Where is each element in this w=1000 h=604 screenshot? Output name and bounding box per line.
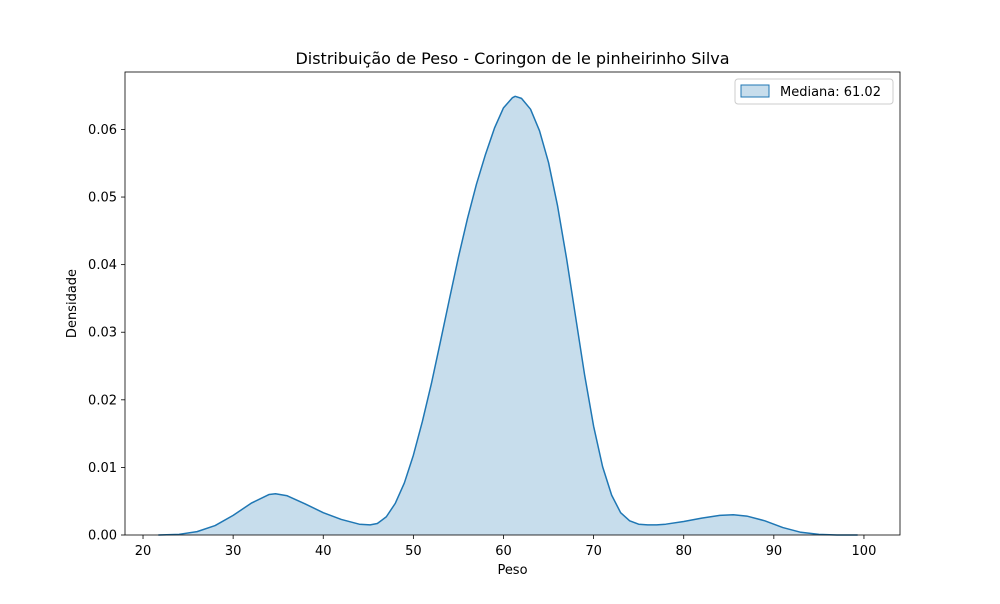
density-curve [158, 95, 858, 536]
y-tick-label: 0.04 [88, 258, 117, 273]
y-tick-label: 0.00 [88, 529, 117, 544]
y-tick-label: 0.02 [88, 393, 117, 408]
x-tick-label: 100 [852, 544, 877, 559]
axes-frame [124, 71, 901, 536]
x-axis-ticks: 20 30 40 50 60 70 80 90 100 [135, 535, 877, 559]
y-tick-label: 0.06 [88, 123, 117, 138]
x-tick-label: 30 [225, 544, 242, 559]
plot-area [158, 95, 858, 536]
x-tick-label: 80 [675, 544, 692, 559]
x-tick-label: 50 [405, 544, 422, 559]
x-tick-label: 20 [135, 544, 152, 559]
x-tick-label: 40 [315, 544, 332, 559]
y-tick-label: 0.01 [88, 461, 117, 476]
density-area-fill [158, 96, 858, 535]
chart-title: Distribuição de Peso - Coringon de le pi… [295, 49, 729, 68]
x-tick-label: 70 [585, 544, 602, 559]
legend-box [734, 78, 894, 105]
x-tick-label: 60 [495, 544, 512, 559]
y-axis-ticks: 0.00 0.01 0.02 0.03 0.04 0.05 0.06 [88, 123, 125, 544]
legend-label: Mediana: 61.02 [780, 85, 881, 100]
y-axis-label: Densidade [65, 269, 80, 338]
y-tick-label: 0.03 [88, 326, 117, 341]
y-tick-label: 0.05 [88, 191, 117, 206]
x-axis-label: Peso [497, 563, 527, 578]
x-tick-label: 90 [766, 544, 783, 559]
legend: Mediana: 61.02 [734, 78, 894, 105]
legend-swatch [740, 84, 770, 98]
